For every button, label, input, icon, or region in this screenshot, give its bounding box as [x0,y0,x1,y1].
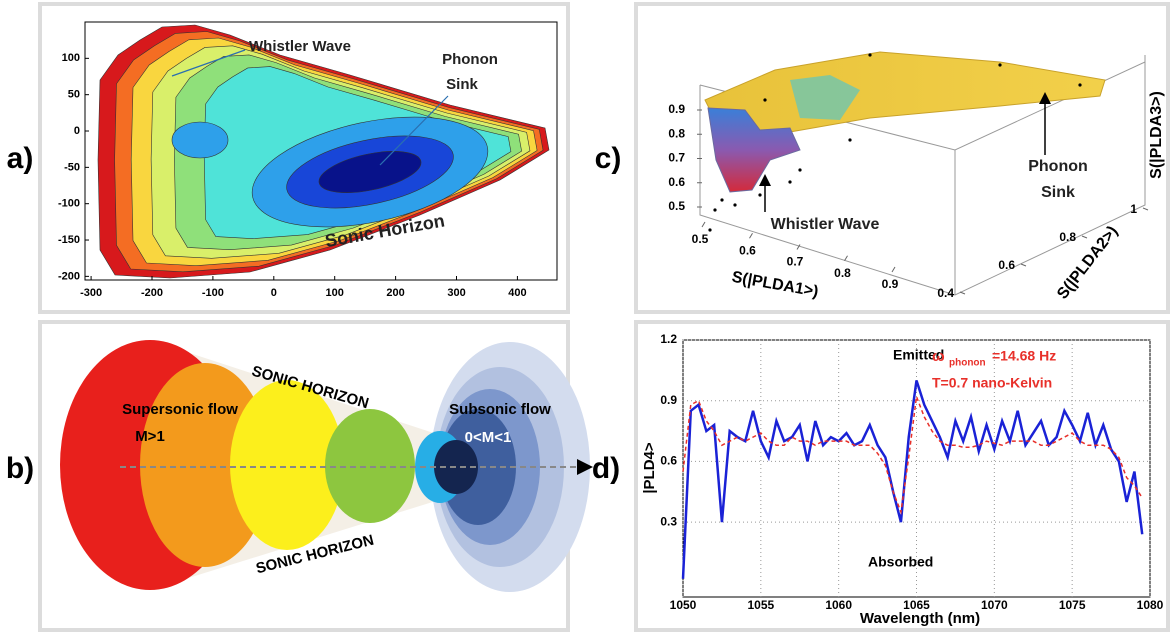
points [708,53,1082,232]
z-axis-label: S(|PLDA3>) [1148,91,1165,179]
x-tick-label: 0.5 [692,232,709,246]
y-tick-label: -100 [58,198,80,210]
ellipse [230,380,344,550]
y-axis-label: |PLD4> [641,442,658,494]
y-tick-label: -150 [58,234,80,246]
y-tick-label: 1.2 [660,332,677,346]
annotation: ω [932,348,945,365]
x-tick [701,221,706,228]
panel-label: b) [6,452,34,485]
annotation: Absorbed [868,554,933,570]
surface [790,75,860,120]
label: Subsonic flow [449,401,551,418]
panel-label: a) [7,142,34,175]
x-tick-label: 1070 [981,598,1008,612]
z-tick-label: 0.8 [668,126,685,140]
x-tick [796,244,801,250]
x-tick [844,255,848,262]
x-tick-label: 400 [508,287,526,299]
x-tick-label: -200 [141,287,163,299]
y-tick-label: 100 [62,52,80,64]
annotation: Phonon [442,51,498,68]
y-tick-label: 0.4 [937,286,954,300]
x-tick-label: 0.9 [882,277,899,291]
y-tick [1142,207,1149,211]
y-tick-label: 50 [68,89,80,101]
annotation: Emitted [893,347,944,363]
y-tick [1020,263,1027,267]
y-tick-label: 0.6 [660,454,677,468]
annotation: Whistler Wave [771,216,880,233]
y-tick-label: 0.6 [998,258,1015,272]
z-tick-label: 0.6 [668,175,685,189]
x-tick-label: 0.6 [739,243,756,257]
y-tick-label: 1 [1130,202,1137,216]
z-tick-label: 0.7 [668,151,685,165]
series-line [681,380,1144,579]
y-tick-label: 0.8 [1059,230,1076,244]
surface [707,107,801,193]
x-tick [891,266,896,273]
label: M>1 [135,428,165,445]
x-tick-label: 200 [386,287,404,299]
x-tick-label: -100 [202,287,224,299]
y-tick [959,291,966,295]
y-tick [1081,235,1088,239]
y-tick-label: -200 [58,270,80,282]
x-tick-label: 100 [326,287,344,299]
x-tick-label: 300 [447,287,465,299]
y-tick-label: 0.9 [660,393,677,407]
y-tick-label: 0 [74,125,80,137]
z-tick-label: 0.9 [668,102,685,116]
annotation: Sink [446,76,478,93]
x-tick-label: 1080 [1137,598,1164,612]
label: Supersonic flow [122,401,238,418]
annotation: phonon [949,358,986,369]
z-tick-label: 0.5 [668,199,685,213]
y-tick-label: -50 [64,161,80,173]
plot-frame [84,21,558,281]
series-line [682,396,1143,515]
x-tick-label: 0.8 [834,266,851,280]
annotation: T=0.7 nano-Kelvin [932,375,1052,391]
annotation: =14.68 Hz [992,348,1056,364]
pointer [171,49,246,77]
panel-c [699,51,1146,296]
annotation: Sink [1041,184,1075,201]
y-tick-label: 0.3 [660,514,677,528]
panel-a: -300 -200 -100 0 100 200 300 400-200-150-100-50… [58,21,558,299]
ellipse [140,363,270,567]
panel-label: d) [592,452,620,485]
pointer [379,95,449,166]
x-tick [749,232,753,239]
annotation: Whistler Wave [249,38,351,55]
contour-level [171,121,229,159]
x-tick-label: 1075 [1059,598,1086,612]
annotation: Phonon [1028,158,1088,175]
panel-label: c) [595,142,622,175]
x-tick-label: 1065 [903,598,930,612]
x-tick-label: 1055 [747,598,774,612]
x-tick-label: 1050 [670,598,697,612]
x-tick-label: 1060 [825,598,852,612]
x-tick-label: -300 [80,287,102,299]
panel-b: SONIC HORIZON SONIC HORIZON Supersonic f… [60,340,593,592]
contour-level [318,151,422,193]
x-tick-label: 0.7 [787,255,804,269]
x-axis-label: Wavelength (nm) [860,610,980,627]
label: 0<M<1 [465,429,512,446]
x-tick-label: 0 [271,287,277,299]
